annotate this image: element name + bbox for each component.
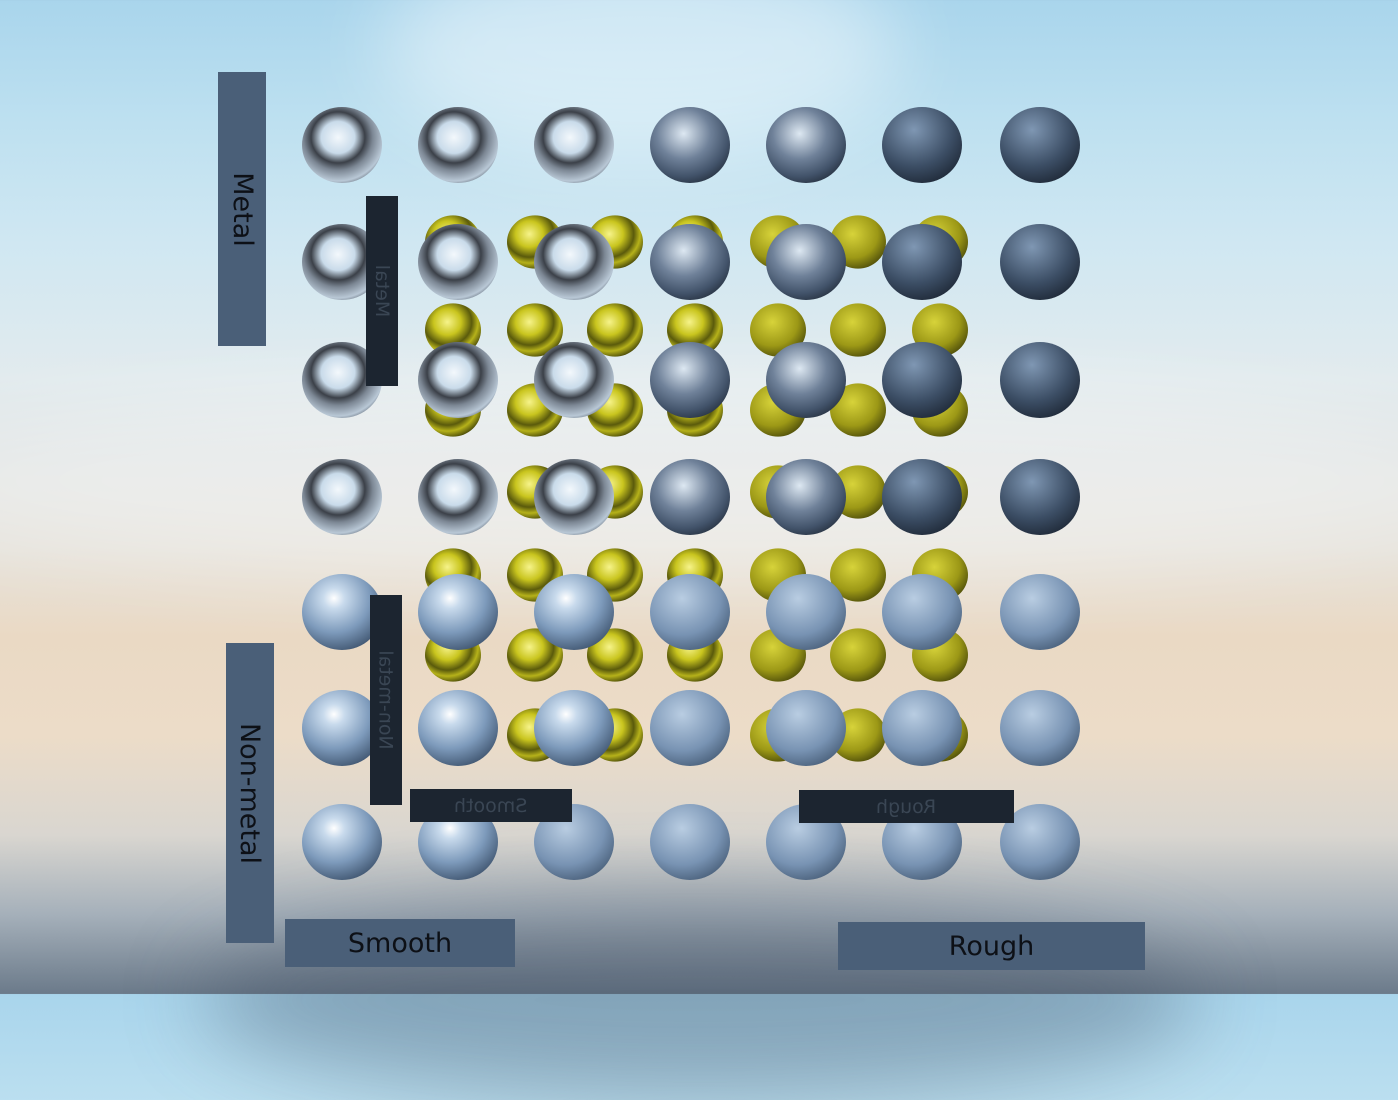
front-sphere-r2-c2 — [418, 224, 498, 300]
front-metal-label: Metal — [218, 72, 266, 346]
front-sphere-r4-c7 — [1000, 459, 1080, 535]
front-sphere-r3-c3 — [534, 342, 614, 418]
front-rough-text: Rough — [948, 930, 1035, 962]
front-sphere-r6-c3 — [534, 690, 614, 766]
front-sphere-r1-c6 — [882, 107, 962, 183]
back-sphere-r6-c6 — [830, 628, 886, 682]
front-rough-label: Rough — [838, 922, 1145, 970]
back-sphere-r2-c6 — [830, 303, 886, 357]
front-metal-text: Metal — [226, 171, 258, 247]
front-sphere-r7-c6 — [882, 804, 962, 880]
front-sphere-r2-c4 — [650, 224, 730, 300]
front-sphere-r7-c5 — [766, 804, 846, 880]
front-sphere-r1-c7 — [1000, 107, 1080, 183]
front-sphere-r7-c3 — [534, 804, 614, 880]
front-sphere-r4-c5 — [766, 459, 846, 535]
back-smooth-text: Smooth — [454, 794, 528, 817]
front-smooth-text: Smooth — [347, 927, 453, 959]
front-sphere-r1-c4 — [650, 107, 730, 183]
back-nonmetal-label: Non-metal — [370, 595, 402, 805]
back-sphere-r2-c3 — [587, 303, 643, 357]
front-sphere-r6-c6 — [882, 690, 962, 766]
front-sphere-r5-c2 — [418, 574, 498, 650]
front-sphere-r2-c6 — [882, 224, 962, 300]
front-sphere-r7-c2 — [418, 804, 498, 880]
front-sphere-r3-c6 — [882, 342, 962, 418]
front-sphere-r1-c2 — [418, 107, 498, 183]
front-sphere-r4-c6 — [882, 459, 962, 535]
front-sphere-r2-c3 — [534, 224, 614, 300]
front-sphere-r1-c3 — [534, 107, 614, 183]
back-nonmetal-text: Non-metal — [375, 650, 397, 750]
back-sphere-r5-c6 — [830, 548, 886, 602]
front-sphere-r5-c3 — [534, 574, 614, 650]
front-sphere-r6-c5 — [766, 690, 846, 766]
back-metal-label: Metal — [366, 196, 398, 386]
back-sphere-r6-c2 — [507, 628, 563, 682]
front-sphere-r2-c1 — [302, 224, 382, 300]
viewport-scene: Metal Non-metal Smooth Rough Metal Non-m… — [200, 72, 1200, 1100]
front-sphere-r6-c1 — [302, 690, 382, 766]
front-sphere-r6-c4 — [650, 690, 730, 766]
back-sphere-r2-c2 — [507, 303, 563, 357]
front-nonmetal-text: Non-metal — [234, 722, 266, 864]
front-sphere-r4-c1 — [302, 459, 382, 535]
back-sphere-r3-c6 — [830, 383, 886, 437]
front-sphere-r1-c1 — [302, 107, 382, 183]
front-sphere-r7-c1 — [302, 804, 382, 880]
front-sphere-r3-c4 — [650, 342, 730, 418]
back-rough-text: Rough — [876, 795, 937, 818]
front-sphere-r4-c2 — [418, 459, 498, 535]
sphere-grid — [302, 107, 1080, 880]
front-sphere-r3-c5 — [766, 342, 846, 418]
front-sphere-r5-c1 — [302, 574, 382, 650]
front-sphere-r3-c1 — [302, 342, 382, 418]
front-sphere-r5-c7 — [1000, 574, 1080, 650]
front-sphere-r5-c4 — [650, 574, 730, 650]
front-sphere-r7-c7 — [1000, 804, 1080, 880]
front-sphere-r4-c4 — [650, 459, 730, 535]
front-smooth-label: Smooth — [285, 919, 515, 967]
front-sphere-r6-c2 — [418, 690, 498, 766]
front-sphere-r6-c7 — [1000, 690, 1080, 766]
front-sphere-r7-c4 — [650, 804, 730, 880]
front-sphere-r3-c7 — [1000, 342, 1080, 418]
back-smooth-label: Smooth — [410, 789, 572, 822]
front-sphere-r2-c5 — [766, 224, 846, 300]
back-rough-label: Rough — [799, 790, 1014, 823]
front-sphere-r4-c3 — [534, 459, 614, 535]
back-sphere-r6-c3 — [587, 628, 643, 682]
front-sphere-r3-c2 — [418, 342, 498, 418]
back-sphere-r2-c5 — [750, 303, 806, 357]
back-metal-text: Metal — [371, 264, 393, 318]
front-nonmetal-label: Non-metal — [226, 643, 274, 943]
front-sphere-r5-c6 — [882, 574, 962, 650]
front-sphere-r2-c7 — [1000, 224, 1080, 300]
front-sphere-r5-c5 — [766, 574, 846, 650]
front-sphere-r1-c5 — [766, 107, 846, 183]
